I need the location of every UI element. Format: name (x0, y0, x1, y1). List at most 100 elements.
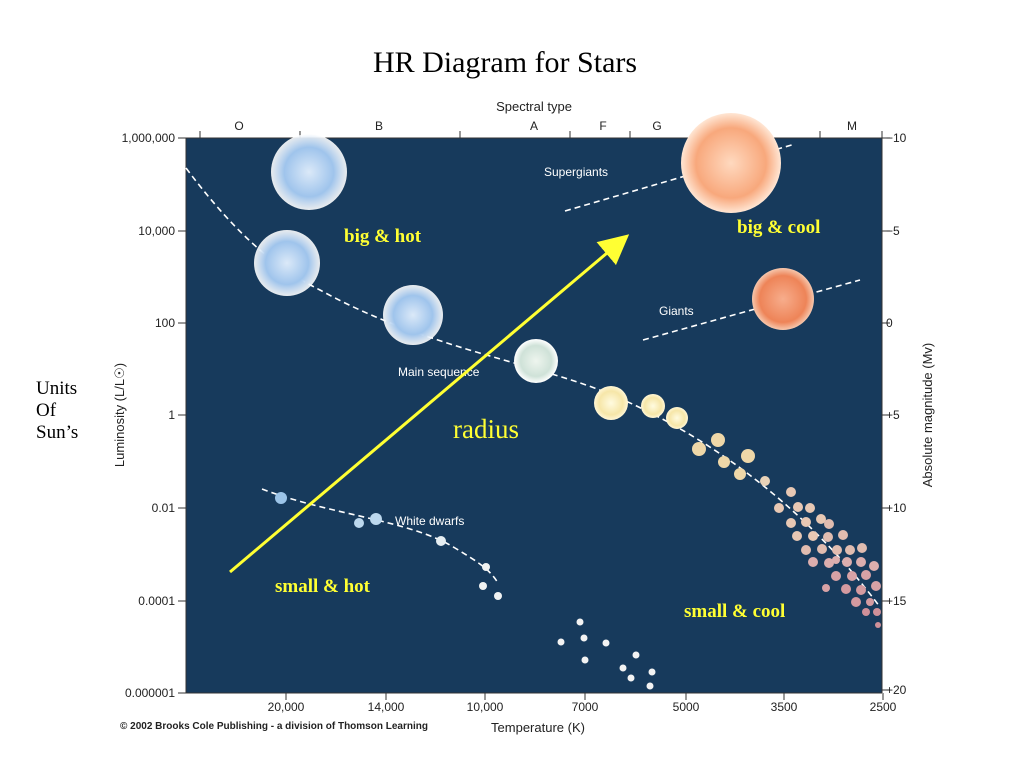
spectral-type-label: A (530, 119, 538, 133)
main-sequence-dwarf-star (808, 557, 818, 567)
big-cool-annotation: big & cool (737, 217, 820, 238)
main-sequence-dwarf-star (832, 556, 840, 564)
main-sequence-curve (185, 167, 881, 608)
main-sequence-dwarf-star (711, 433, 725, 447)
star-f-main-sequence (594, 386, 628, 420)
side-label-line: Sun’s (36, 422, 79, 443)
giants-line (642, 279, 861, 341)
side-label-line: Of (36, 400, 57, 421)
main-sequence-dwarf-star (786, 518, 796, 528)
big-hot-annotation: big & hot (344, 226, 422, 247)
main-sequence-dwarf-star (822, 584, 830, 592)
main-sequence-dwarf-star (774, 503, 784, 513)
spectral-type-label: M (847, 119, 857, 133)
side-label-line: Units (36, 378, 78, 399)
temperature-tick-label: 2500 (870, 700, 897, 714)
main-sequence-dwarf-star (845, 545, 855, 555)
magnitude-axis-title: Absolute magnitude (Mv) (920, 343, 935, 488)
star-red-giant (752, 268, 814, 330)
temperature-ticks: 20,000 14,000 10,000 7000 5000 3500 2500 (268, 693, 897, 714)
star-orange-supergiant (681, 113, 781, 213)
temperature-tick-label: 10,000 (467, 700, 504, 714)
main-sequence-dwarf-star (869, 561, 879, 571)
magnitude-tick-label: +5 (886, 408, 900, 422)
main-sequence-dwarf-star (856, 585, 866, 595)
faint-star-dot (627, 674, 635, 682)
main-sequence-dwarf-star (805, 503, 815, 513)
main-sequence-dwarf-star (857, 543, 867, 553)
main-sequence-dwarf-star (786, 487, 796, 497)
star-b-main-sequence (383, 285, 443, 345)
luminosity-tick-label: 1 (168, 408, 175, 422)
small-cool-annotation: small & cool (684, 601, 785, 622)
magnitude-tick-label: +15 (886, 594, 907, 608)
main-sequence-dwarf-star (792, 531, 802, 541)
main-sequence-dwarf-star (824, 558, 834, 568)
main-sequence-dwarf-star (831, 571, 841, 581)
main-sequence-dwarf-star (801, 517, 811, 527)
star-a-main-sequence (514, 339, 558, 383)
white-dwarf-star (370, 513, 382, 525)
main-sequence-label: Main sequence (398, 365, 480, 379)
star-blue-supergiant (271, 134, 347, 210)
luminosity-tick-label: 0.000001 (125, 686, 175, 700)
white-dwarf-star (479, 582, 487, 590)
faint-star-dot (619, 664, 627, 672)
main-sequence-dwarf-star (801, 545, 811, 555)
main-sequence-dwarf-star (861, 570, 871, 580)
white-dwarf-star (482, 563, 490, 571)
main-sequence-dwarf-star (832, 545, 842, 555)
main-sequence-dwarf-star (866, 598, 874, 606)
main-sequence-dwarf-star (823, 532, 833, 542)
white-dwarf-star (436, 536, 446, 546)
temperature-axis-title: Temperature (K) (491, 720, 585, 735)
main-sequence-dwarf-star (847, 571, 857, 581)
luminosity-tick-label: 100 (155, 316, 175, 330)
main-sequence-dwarf-star (824, 519, 834, 529)
supergiants-label: Supergiants (544, 165, 608, 179)
temperature-tick-label: 20,000 (268, 700, 305, 714)
faint-star-dot (646, 682, 654, 690)
small-hot-annotation: small & hot (275, 576, 371, 597)
magnitude-tick-label: −10 (886, 131, 907, 145)
spectral-type-label: F (599, 119, 606, 133)
star-blue-giant (254, 230, 320, 296)
main-sequence-dwarf-star (856, 557, 866, 567)
main-sequence-dwarf-star (808, 531, 818, 541)
spectral-type-label: B (375, 119, 383, 133)
copyright-credit: © 2002 Brooks Cole Publishing - a divisi… (120, 721, 428, 732)
white-dwarf-star (354, 518, 364, 528)
magnitude-tick-label: −5 (886, 224, 900, 238)
faint-star-dot (581, 656, 589, 664)
magnitude-tick-label: +20 (886, 683, 907, 697)
star-g-main-sequence (641, 394, 665, 418)
magnitude-ticks: −10 −5 0 +5 +10 +15 +20 (882, 131, 907, 697)
faint-star-dot (602, 639, 610, 647)
main-sequence-dwarf-star (862, 608, 870, 616)
luminosity-tick-label: 10,000 (138, 224, 175, 238)
luminosity-tick-label: 0.01 (152, 501, 176, 515)
temperature-tick-label: 14,000 (368, 700, 405, 714)
temperature-tick-label: 5000 (673, 700, 700, 714)
main-sequence-dwarf-star (760, 476, 770, 486)
units-of-suns-label: Units Of Sun’s (36, 378, 78, 444)
temperature-tick-label: 7000 (572, 700, 599, 714)
main-sequence-dwarf-star (871, 581, 881, 591)
faint-star-dot (632, 651, 640, 659)
main-sequence-dwarf-star (692, 442, 706, 456)
faint-star-dot (576, 618, 584, 626)
faint-star-dot (580, 634, 588, 642)
small-star-dots (275, 433, 881, 690)
main-sequence-dwarf-star (851, 597, 861, 607)
main-sequence-dwarf-star (817, 544, 827, 554)
main-sequence-dwarf-star (842, 557, 852, 567)
star-g-main-sequence (666, 407, 688, 429)
plot-area (186, 138, 882, 693)
main-sequence-dwarf-star (793, 502, 803, 512)
faint-star-dot (557, 638, 565, 646)
white-dwarfs-label: White dwarfs (395, 514, 464, 528)
luminosity-axis-title: Luminosity (L/L☉) (112, 363, 127, 467)
main-sequence-dwarf-star (875, 622, 881, 628)
main-sequence-dwarf-star (734, 468, 746, 480)
